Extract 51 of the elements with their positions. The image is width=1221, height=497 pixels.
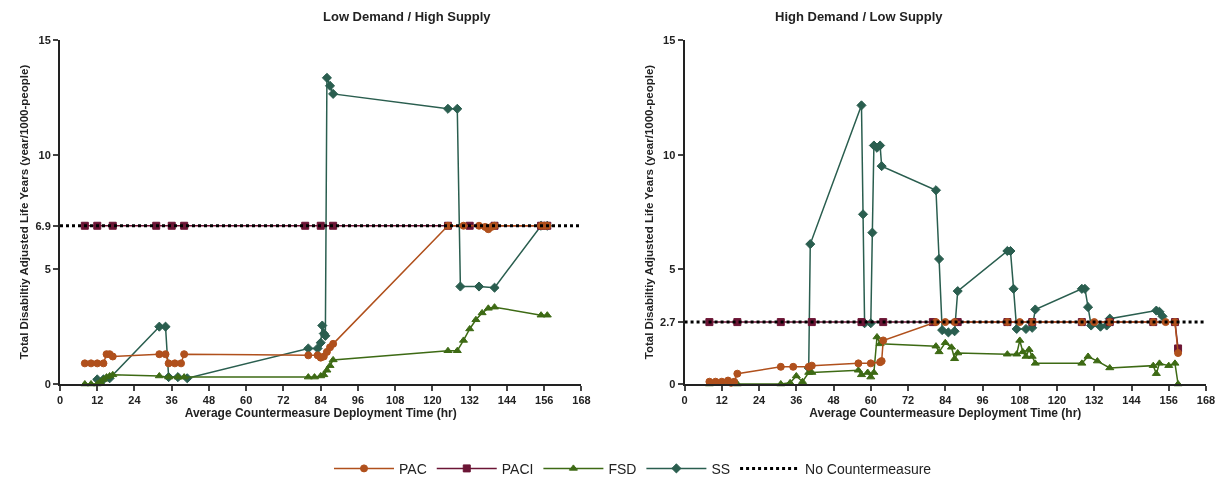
y-tick-label: 0 (44, 377, 51, 390)
y-tick-label: 5 (669, 263, 676, 276)
x-tick-label: 24 (752, 394, 767, 407)
x-tick-label: 96 (976, 394, 989, 407)
x-tick-label: 60 (864, 394, 877, 407)
x-tick-label: 36 (165, 394, 178, 407)
y-axis-title: Total Disabiltiy Adjusted Life Years (year/1000-people) (18, 64, 31, 360)
x-tick-label: 0 (56, 394, 64, 407)
y-axis-title: Total Disabiltiy Adjusted Life Years (year/1000-people) (643, 64, 656, 360)
x-tick-label: 12 (91, 394, 104, 407)
y-tick-label: 10 (38, 148, 51, 161)
x-tick-label: 156 (1159, 394, 1178, 407)
x-tick-label: 108 (386, 394, 405, 407)
legend-label: PACI (501, 460, 534, 477)
x-tick-label: 120 (1047, 394, 1067, 407)
x-tick-label: 72 (901, 394, 915, 407)
y-tick-label: 0 (669, 377, 676, 390)
x-tick-label: 132 (1085, 394, 1104, 407)
x-tick-label: 168 (1196, 394, 1216, 407)
legend-label: FSD (608, 460, 637, 477)
chart-title: High Demand / Low Supply (775, 9, 944, 24)
x-tick-label: 120 (423, 394, 442, 407)
x-axis-title: Average Countermeasure Deployment Time (hr) (184, 406, 457, 421)
x-tick-label: 72 (277, 394, 290, 407)
x-tick-label: 144 (1122, 394, 1142, 407)
x-axis-title: Average Countermeasure Deployment Time (hr) (809, 406, 1082, 421)
x-tick-label: 12 (715, 394, 728, 407)
legend-label: SS (711, 460, 731, 477)
x-tick-label: 84 (314, 394, 328, 407)
x-tick-label: 144 (497, 394, 517, 407)
y-tick-label: 15 (663, 33, 676, 46)
x-tick-label: 0 (681, 394, 688, 407)
y-tick-label: 10 (663, 148, 676, 161)
x-tick-label: 168 (572, 394, 591, 407)
x-tick-label: 156 (535, 394, 554, 407)
legend-label: PAC (399, 460, 427, 477)
y-tick-label: 5 (44, 263, 51, 276)
x-tick-label: 132 (460, 394, 479, 407)
x-tick-label: 48 (202, 394, 216, 407)
x-tick-label: 84 (939, 394, 953, 407)
legend-label: No Countermeasure (805, 460, 932, 477)
x-tick-label: 24 (128, 394, 142, 407)
x-tick-label: 60 (240, 394, 253, 407)
y-tick-label: 2.7 (660, 315, 676, 328)
x-tick-label: 96 (351, 394, 365, 407)
chart-title: Low Demand / High Supply (323, 9, 492, 24)
x-tick-label: 48 (827, 394, 840, 407)
y-tick-label: 6.9 (35, 219, 51, 232)
y-tick-label: 15 (38, 33, 51, 46)
x-tick-label: 36 (790, 394, 803, 407)
x-tick-label: 108 (1010, 394, 1029, 407)
